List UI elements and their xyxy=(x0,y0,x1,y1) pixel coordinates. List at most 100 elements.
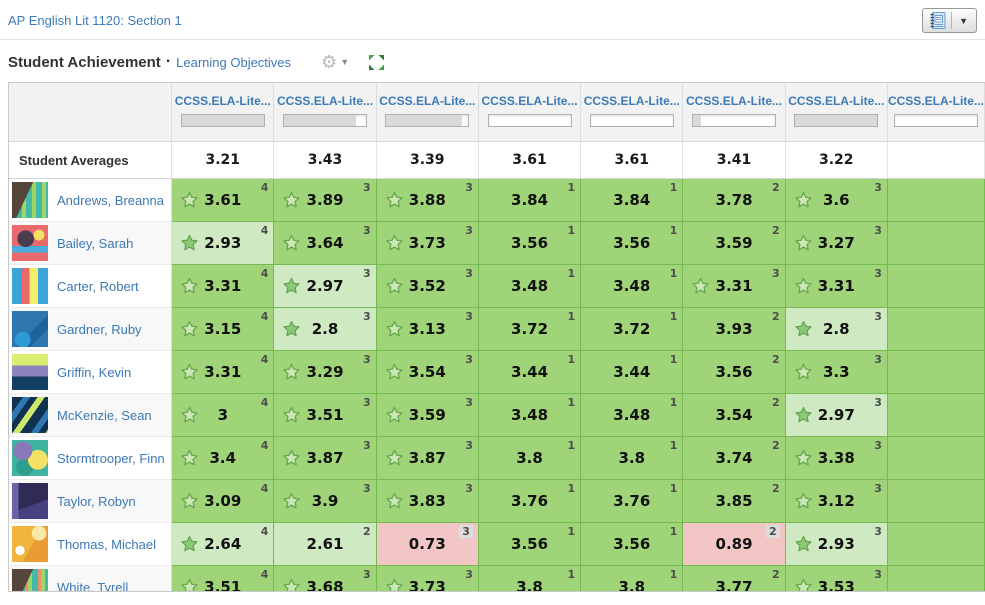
mastery-cell[interactable]: 3.31 3 xyxy=(683,265,786,308)
mastery-cell[interactable] xyxy=(887,394,985,437)
mastery-cell[interactable]: 2.93 3 xyxy=(785,523,888,566)
mastery-cell[interactable]: 3.73 3 xyxy=(376,566,479,591)
mastery-cell[interactable]: 3.4 4 xyxy=(172,437,275,480)
mastery-cell[interactable]: 0.89 2 xyxy=(683,523,786,566)
mastery-cell[interactable]: 2.97 3 xyxy=(274,265,377,308)
student-name-link[interactable]: Thomas, Michael xyxy=(57,536,156,552)
mastery-cell[interactable]: 2.93 4 xyxy=(172,222,275,265)
mastery-cell[interactable]: 3.54 2 xyxy=(683,394,786,437)
mastery-cell[interactable]: 3.76 1 xyxy=(478,480,582,523)
objective-link[interactable]: CCSS.ELA-Lite... xyxy=(788,94,885,108)
mastery-cell[interactable]: 3.93 2 xyxy=(683,308,786,351)
mastery-cell[interactable]: 3.54 3 xyxy=(376,351,479,394)
mastery-cell[interactable]: 3.12 3 xyxy=(785,480,888,523)
mastery-cell[interactable]: 3.48 1 xyxy=(478,265,582,308)
mastery-cell[interactable]: 3.89 3 xyxy=(274,179,377,222)
mastery-cell[interactable] xyxy=(887,179,985,222)
mastery-cell[interactable]: 3.44 1 xyxy=(581,351,684,394)
mastery-cell[interactable]: 3.48 1 xyxy=(581,394,684,437)
mastery-cell[interactable]: 3.56 1 xyxy=(478,523,582,566)
student-name-link[interactable]: McKenzie, Sean xyxy=(57,407,152,423)
mastery-cell[interactable]: 3.64 3 xyxy=(274,222,377,265)
mastery-cell[interactable]: 3.09 4 xyxy=(172,480,275,523)
student-name-link[interactable]: White, Tyrell xyxy=(57,579,129,592)
chevron-down-icon[interactable]: ▼ xyxy=(340,57,350,67)
mastery-cell[interactable]: 3.56 2 xyxy=(683,351,786,394)
mastery-cell[interactable]: 3.87 3 xyxy=(274,437,377,480)
mastery-cell[interactable]: 3.61 4 xyxy=(172,179,275,222)
objective-link[interactable]: CCSS.ELA-Lite... xyxy=(379,94,476,108)
student-name-link[interactable]: Andrews, Breanna xyxy=(57,192,164,208)
chevron-down-icon[interactable]: ▼ xyxy=(959,15,968,26)
mastery-cell[interactable]: 3.48 1 xyxy=(581,265,684,308)
mastery-cell[interactable]: 3.51 4 xyxy=(172,566,275,591)
mastery-cell[interactable]: 3.77 2 xyxy=(683,566,786,591)
mastery-cell[interactable]: 3.85 2 xyxy=(683,480,786,523)
mastery-cell[interactable]: 3.3 3 xyxy=(785,351,888,394)
mastery-cell[interactable]: 2.8 3 xyxy=(274,308,377,351)
mastery-cell[interactable] xyxy=(887,351,985,394)
mastery-cell[interactable]: 3.9 3 xyxy=(274,480,377,523)
gradebook-view-button[interactable]: ▼ xyxy=(922,8,977,33)
gear-icon[interactable]: ⚙ xyxy=(321,52,338,72)
mastery-cell[interactable]: 3.88 3 xyxy=(376,179,479,222)
mastery-cell[interactable] xyxy=(887,265,985,308)
mastery-cell[interactable]: 3.78 2 xyxy=(683,179,786,222)
mastery-cell[interactable]: 3.84 1 xyxy=(478,179,582,222)
mastery-cell[interactable]: 3.8 1 xyxy=(478,566,582,591)
mastery-cell[interactable]: 3.56 1 xyxy=(478,222,582,265)
mastery-cell[interactable]: 3.6 3 xyxy=(785,179,888,222)
mastery-cell[interactable]: 2.61 2 xyxy=(274,523,377,566)
student-name-link[interactable]: Stormtrooper, Finn xyxy=(57,450,165,466)
mastery-cell[interactable]: 2.97 3 xyxy=(785,394,888,437)
mastery-cell[interactable]: 3.87 3 xyxy=(376,437,479,480)
mastery-cell[interactable]: 3.52 3 xyxy=(376,265,479,308)
settings-menu-button[interactable]: ⚙ ▼ xyxy=(321,53,349,71)
mastery-cell[interactable]: 3.44 1 xyxy=(478,351,582,394)
objective-link[interactable]: CCSS.ELA-Lite... xyxy=(481,94,578,108)
mastery-cell[interactable]: 3.48 1 xyxy=(478,394,582,437)
expand-fullscreen-button[interactable] xyxy=(369,54,385,70)
mastery-cell[interactable]: 2.8 3 xyxy=(785,308,888,351)
student-name-link[interactable]: Carter, Robert xyxy=(57,278,139,294)
mastery-cell[interactable]: 3.38 3 xyxy=(785,437,888,480)
objective-link[interactable]: CCSS.ELA-Lite... xyxy=(686,94,783,108)
mastery-cell[interactable] xyxy=(887,222,985,265)
mastery-cell[interactable]: 3.8 1 xyxy=(581,437,684,480)
objective-link[interactable]: CCSS.ELA-Lite... xyxy=(887,94,984,108)
mastery-cell[interactable]: 3.29 3 xyxy=(274,351,377,394)
mastery-cell[interactable] xyxy=(887,437,985,480)
mastery-cell[interactable] xyxy=(887,480,985,523)
mastery-cell[interactable]: 3.15 4 xyxy=(172,308,275,351)
mastery-cell[interactable]: 3.72 1 xyxy=(581,308,684,351)
mastery-cell[interactable]: 3.68 3 xyxy=(274,566,377,591)
mastery-cell[interactable]: 3.83 3 xyxy=(376,480,479,523)
objective-link[interactable]: CCSS.ELA-Lite... xyxy=(174,94,271,108)
course-title-link[interactable]: AP English Lit 1120: Section 1 xyxy=(8,13,182,28)
mastery-cell[interactable]: 2.64 4 xyxy=(172,523,275,566)
mastery-cell[interactable]: 3.31 4 xyxy=(172,351,275,394)
mastery-cell[interactable]: 3.31 3 xyxy=(785,265,888,308)
mastery-cell[interactable] xyxy=(887,308,985,351)
objective-link[interactable]: CCSS.ELA-Lite... xyxy=(583,94,680,108)
mastery-cell[interactable]: 3.8 1 xyxy=(478,437,582,480)
mastery-cell[interactable] xyxy=(887,566,985,591)
mastery-cell[interactable]: 3.59 2 xyxy=(683,222,786,265)
student-name-link[interactable]: Taylor, Robyn xyxy=(57,493,136,509)
learning-objectives-link[interactable]: Learning Objectives xyxy=(176,54,292,70)
mastery-cell[interactable]: 3.8 1 xyxy=(581,566,684,591)
mastery-cell[interactable]: 3.84 1 xyxy=(581,179,684,222)
mastery-cell[interactable]: 3.53 3 xyxy=(785,566,888,591)
mastery-cell[interactable] xyxy=(887,523,985,566)
student-name-link[interactable]: Bailey, Sarah xyxy=(57,235,134,251)
mastery-cell[interactable]: 0.73 3 xyxy=(376,523,479,566)
student-name-link[interactable]: Griffin, Kevin xyxy=(57,364,132,380)
mastery-cell[interactable]: 3.51 3 xyxy=(274,394,377,437)
mastery-cell[interactable]: 3.31 4 xyxy=(172,265,275,308)
mastery-cell[interactable]: 3.73 3 xyxy=(376,222,479,265)
objective-link[interactable]: CCSS.ELA-Lite... xyxy=(277,94,374,108)
student-name-link[interactable]: Gardner, Ruby xyxy=(57,321,142,337)
mastery-cell[interactable]: 3.56 1 xyxy=(581,222,684,265)
mastery-cell[interactable]: 3.13 3 xyxy=(376,308,479,351)
